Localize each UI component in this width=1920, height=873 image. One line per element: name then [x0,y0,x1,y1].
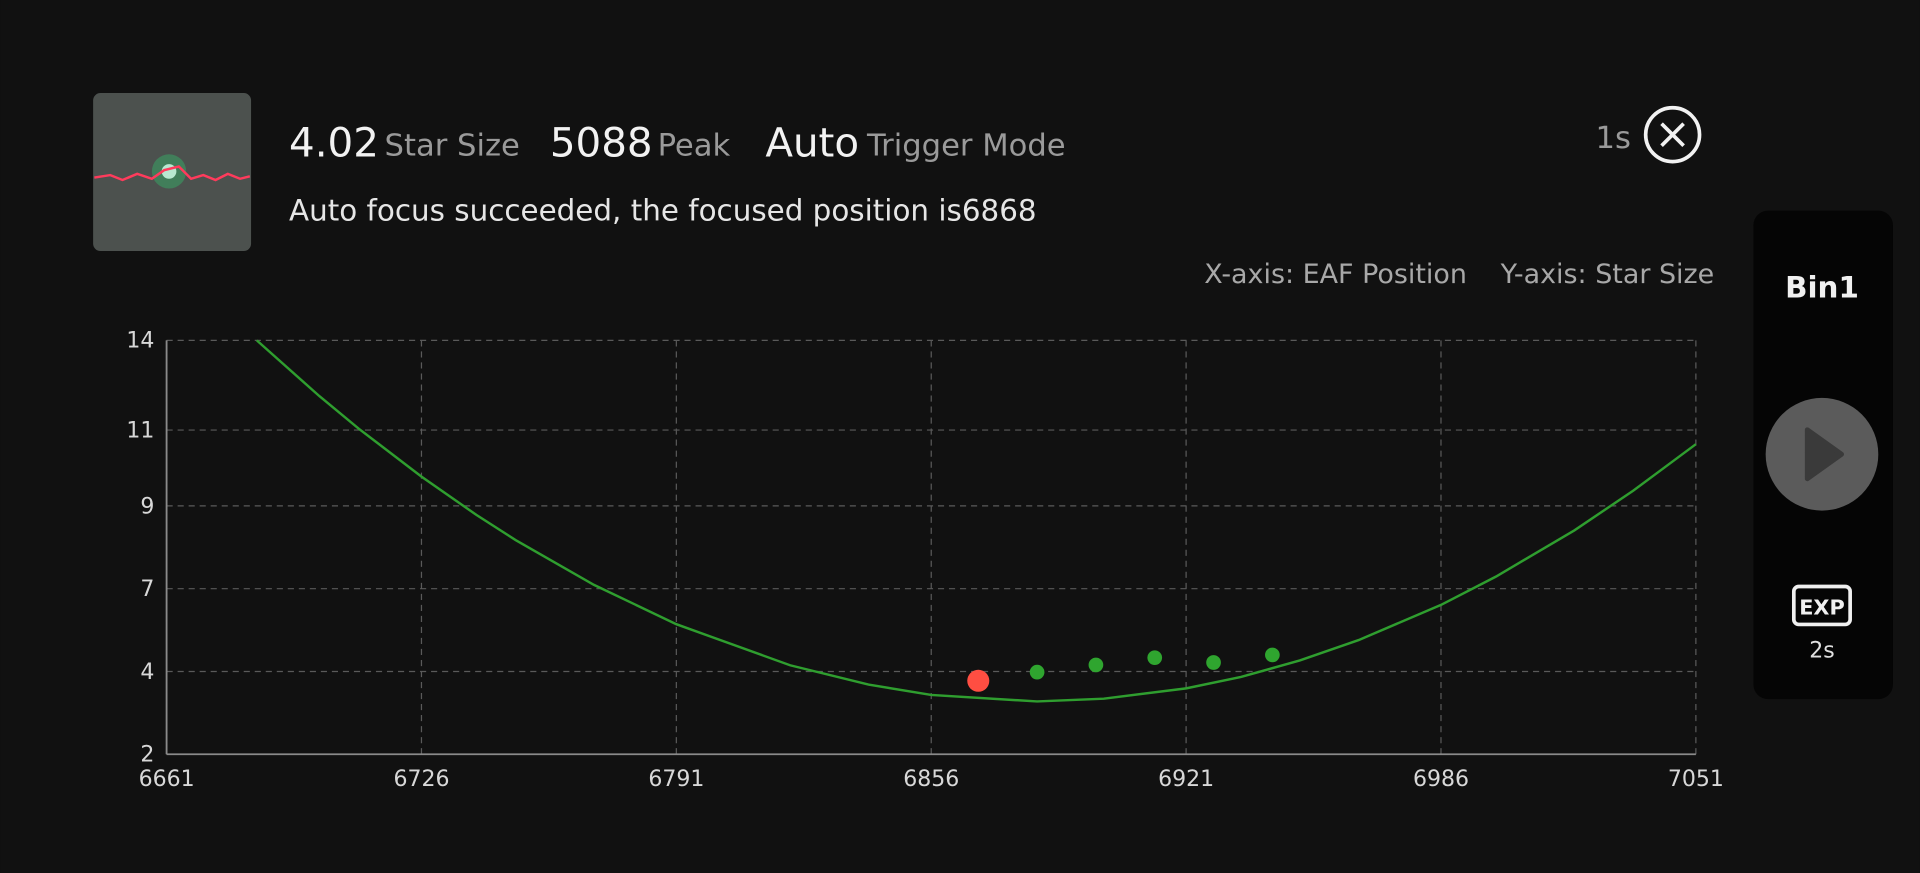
focus-point [1265,647,1280,663]
y-tick-label: 11 [126,418,154,443]
status-message: Auto focus succeeded, the focused positi… [289,193,1037,227]
exp-label[interactable]: EXP [1799,596,1844,620]
y-tick-label: 14 [126,329,154,354]
y-axis-info: Y-axis: Star Size [1500,259,1715,290]
play-button[interactable] [1765,397,1879,511]
fit-curve [255,339,1697,703]
focus-point [967,669,990,692]
x-tick-label: 6726 [393,767,449,792]
trigger-value: Auto [765,119,859,167]
x-tick-label: 6661 [139,767,195,792]
star-size-label: Star Size [385,128,520,163]
star-thumbnail [93,93,252,252]
close-button[interactable] [1643,105,1702,164]
side-panel: Bin1 EXP 2s [1753,210,1893,700]
trigger-label: Trigger Mode [866,128,1066,163]
exp-value: 2s [1809,639,1834,664]
peak-label: Peak [658,128,731,163]
x-axis-info: X-axis: EAF Position [1204,259,1467,290]
y-tick-label: 7 [140,577,154,602]
x-tick-label: 6921 [1158,767,1214,792]
timer: 1s [1596,121,1631,156]
focus-point [1147,650,1163,666]
x-tick-label: 6986 [1413,767,1469,792]
focus-point [1088,657,1104,673]
star-size-value: 4.02 [289,119,379,167]
x-tick-label: 7051 [1668,767,1724,792]
bin-button[interactable]: Bin1 [1785,271,1859,305]
y-tick-label: 2 [140,743,154,768]
x-tick-label: 6791 [648,767,704,792]
x-tick-label: 6856 [903,767,959,792]
peak-value: 5088 [550,119,653,167]
focus-point [1029,664,1045,680]
y-tick-label: 4 [140,660,154,685]
focus-point [1206,655,1221,670]
exp-box[interactable] [1791,584,1852,627]
focus-chart: 2 4 7 9 11 14 6661 6726 6791 6856 6921 6986 7051 [126,329,1724,792]
y-tick-label: 9 [140,494,154,519]
